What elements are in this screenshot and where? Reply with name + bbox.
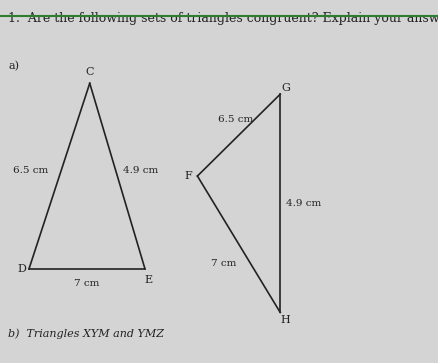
Text: G: G: [281, 83, 290, 93]
Text: b)  Triangles XYM and YMZ: b) Triangles XYM and YMZ: [8, 329, 164, 339]
Text: H: H: [281, 315, 291, 325]
Text: C: C: [85, 68, 94, 77]
Text: 4.9 cm: 4.9 cm: [123, 166, 158, 175]
Text: 6.5 cm: 6.5 cm: [13, 166, 48, 175]
Text: 1.  Are the following sets of triangles congruent? Explain your answer.: 1. Are the following sets of triangles c…: [8, 12, 438, 25]
Text: E: E: [144, 275, 152, 285]
Text: D: D: [18, 264, 26, 274]
Text: 7 cm: 7 cm: [74, 278, 100, 287]
Text: 4.9 cm: 4.9 cm: [286, 199, 321, 208]
Text: 7 cm: 7 cm: [211, 260, 236, 268]
Text: a): a): [8, 61, 19, 72]
Text: 6.5 cm: 6.5 cm: [219, 115, 254, 124]
Text: F: F: [185, 171, 192, 181]
